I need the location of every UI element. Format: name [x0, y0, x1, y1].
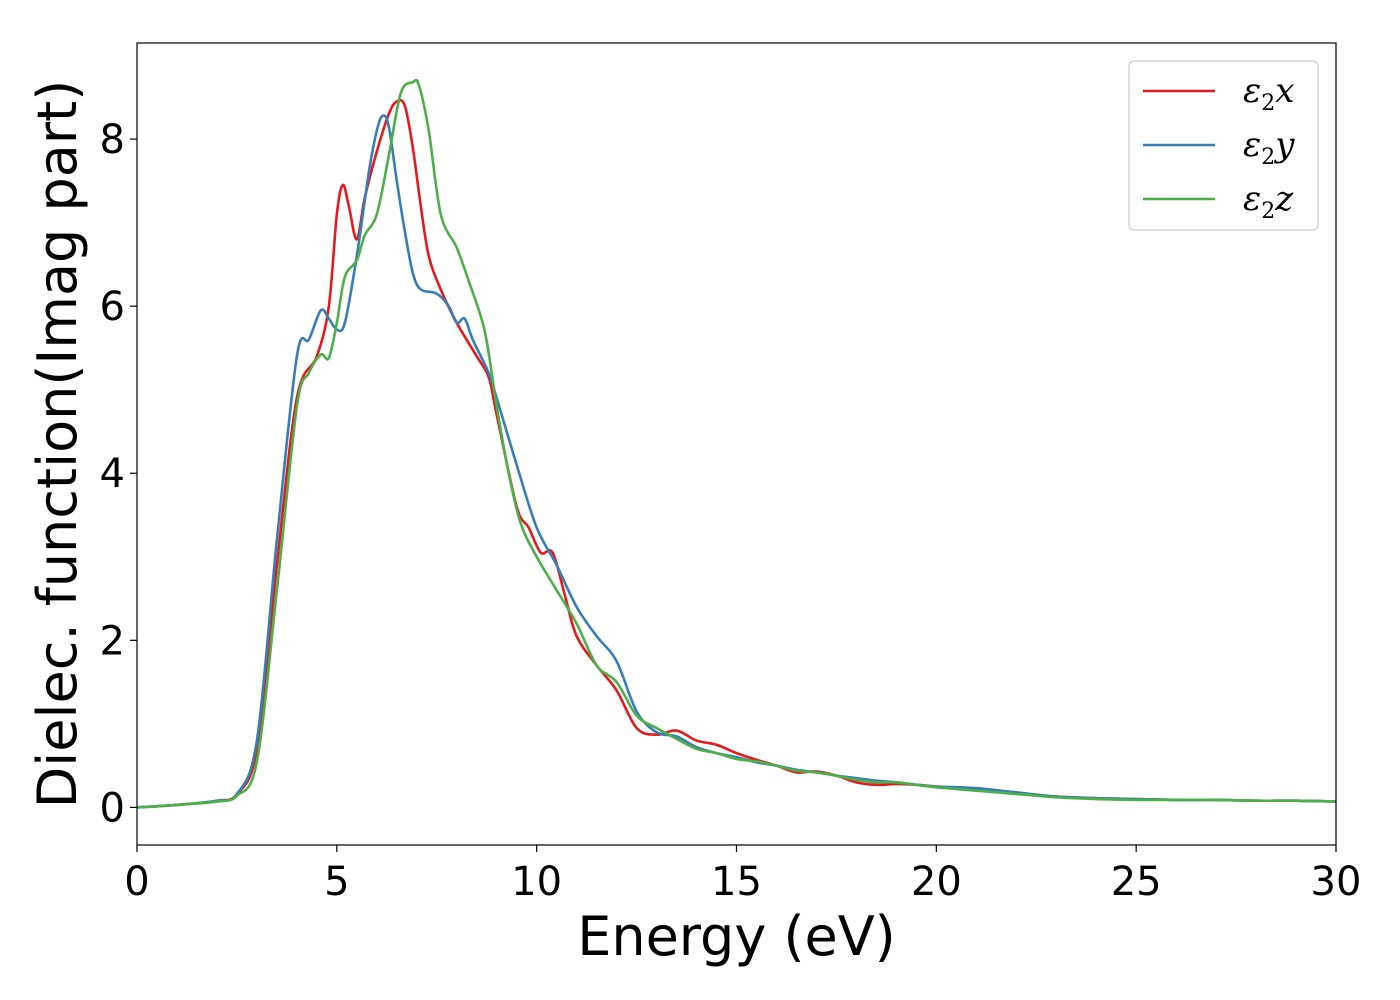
x-tick-label: 5 — [324, 859, 349, 905]
x-tick-label: 15 — [711, 859, 762, 905]
x-tick-label: 30 — [1311, 859, 1362, 905]
x-tick-label: 25 — [1111, 859, 1162, 905]
x-tick-label: 10 — [511, 859, 562, 905]
legend-label-x: ε2x — [1243, 71, 1294, 116]
y-tick-label: 8 — [100, 117, 125, 163]
ticks-layer: 0 5 10 15 20 25 30 0 2 4 6 8 — [100, 117, 1362, 905]
y-axis-label: Dielec. function(Imag part) — [26, 80, 89, 809]
legend-label-y: ε2y — [1243, 125, 1295, 170]
x-tick-label: 0 — [124, 859, 149, 905]
series-layer — [137, 78, 1336, 809]
series-line-z — [137, 78, 1336, 809]
legend: ε2x ε2y ε2z — [1128, 60, 1319, 231]
legend-box — [1128, 60, 1319, 231]
legend-label-z: ε2z — [1243, 179, 1294, 224]
x-axis-label: Energy (eV) — [577, 905, 896, 968]
y-tick-label: 2 — [100, 618, 125, 664]
x-tick-label: 20 — [911, 859, 962, 905]
y-tick-label: 6 — [100, 284, 125, 330]
y-tick-label: 0 — [100, 785, 125, 831]
y-tick-label: 4 — [100, 451, 125, 497]
